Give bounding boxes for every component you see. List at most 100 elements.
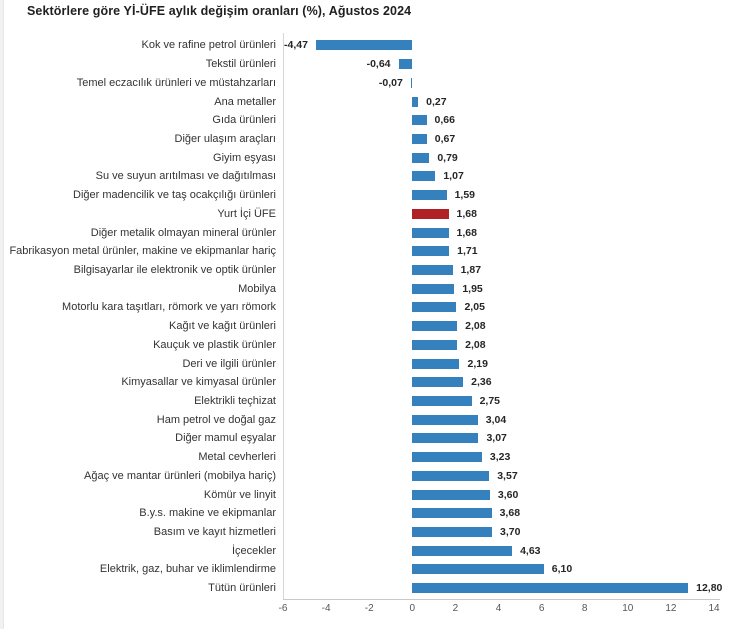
chart-bar-row: Elektrikli teçhizat 2,75 <box>0 392 750 411</box>
bar <box>412 264 453 275</box>
bar <box>412 414 478 425</box>
value-label: 1,07 <box>443 170 464 183</box>
value-label: 6,10 <box>551 563 573 576</box>
bar-highlight <box>412 208 449 219</box>
x-tick-label: 12 <box>665 603 677 614</box>
chart-bar-row: Ham petrol ve doğal gaz 3,04 <box>0 410 750 429</box>
plot-cell: 0,79 <box>283 148 750 167</box>
chart-bar-row: Ana metaller 0,27 <box>0 92 750 111</box>
chart-bar-row: Elektrik, gaz, buhar ve iklimlendirme 6,1… <box>0 560 750 579</box>
category-label: Diğer ulaşım araçları <box>174 132 276 145</box>
value-label: -4,47 <box>284 39 308 52</box>
category-label: Yurt İçi ÜFE <box>217 207 276 220</box>
category-label: Tütün ürünleri <box>208 582 276 595</box>
chart-bar-row: Diğer madencilik ve taş ocakçılığı ürünl… <box>0 186 750 205</box>
bar-chart: Kok ve rafine petrol ürünleri -4,47 Teksti… <box>0 36 750 598</box>
chart-bar-row: Kömür ve linyit 3,60 <box>0 485 750 504</box>
x-tick-label: -2 <box>364 603 374 614</box>
x-tick-label: 14 <box>708 603 720 614</box>
x-tick-label: -4 <box>321 603 331 614</box>
x-tick-label: 0 <box>409 603 416 614</box>
category-label: İçecekler <box>231 544 276 557</box>
value-label: 1,68 <box>456 207 477 220</box>
chart-bar-row: B.y.s. makine ve ekipmanlar 3,68 <box>0 504 750 523</box>
value-label: 4,63 <box>520 544 541 557</box>
x-tick-label: 4 <box>495 603 502 614</box>
category-label: Ana metaller <box>214 95 276 108</box>
category-label: Kimyasallar ve kimyasal ürünler <box>121 376 276 389</box>
chart-bar-row: İçecekler 4,63 <box>0 541 750 560</box>
category-label: Su ve suyun arıtılması ve dağıtılması <box>95 170 276 183</box>
plot-cell: 1,59 <box>283 186 750 205</box>
plot-cell: 2,19 <box>283 354 750 373</box>
value-label: 3,70 <box>500 526 521 539</box>
x-axis-line <box>283 599 720 600</box>
value-label: 1,87 <box>460 263 482 276</box>
bar <box>412 583 689 594</box>
value-label: 1,68 <box>456 226 477 239</box>
plot-cell: 3,07 <box>283 429 750 448</box>
bar <box>412 489 490 500</box>
category-label: Metal cevherleri <box>198 451 276 464</box>
bar <box>412 358 460 369</box>
value-label: 1,71 <box>457 245 478 258</box>
plot-cell: 0,66 <box>283 111 750 130</box>
value-label: 12,80 <box>696 582 723 595</box>
bar <box>412 321 458 332</box>
chart-bar-row: Temel eczacılık ürünleri ve müstahzarlar… <box>0 73 750 92</box>
category-label: Kok ve rafine petrol ürünleri <box>141 39 276 52</box>
bar <box>412 527 493 538</box>
page-edge-strip <box>0 0 4 629</box>
value-label: 2,36 <box>471 376 492 389</box>
chart-bar-row: Kağıt ve kağıt ürünleri 2,08 <box>0 317 750 336</box>
category-label: Basım ve kayıt hizmetleri <box>153 526 276 539</box>
plot-cell: -0,64 <box>283 55 750 74</box>
bar <box>412 339 458 350</box>
plot-cell: 1,07 <box>283 167 750 186</box>
value-label: 3,07 <box>486 432 507 445</box>
bar <box>412 508 492 519</box>
plot-cell: 2,08 <box>283 317 750 336</box>
chart-bar-row: Diğer ulaşım araçları 0,67 <box>0 130 750 149</box>
x-tick-label: 6 <box>538 603 545 614</box>
value-label: -0,64 <box>366 58 391 71</box>
bar <box>412 190 447 201</box>
bar <box>412 564 544 575</box>
plot-cell: 3,04 <box>283 410 750 429</box>
category-label: B.y.s. makine ve ekipmanlar <box>139 507 276 520</box>
bar <box>412 396 472 407</box>
value-label: 2,08 <box>465 338 486 351</box>
category-label: Bilgisayarlar ile elektronik ve optik ür… <box>73 263 276 276</box>
value-label: 0,27 <box>426 95 447 108</box>
chart-bar-row: Tekstil ürünleri -0,64 <box>0 55 750 74</box>
y-axis-line <box>283 33 284 600</box>
bar <box>412 452 482 463</box>
chart-bar-row: Kauçuk ve plastik ürünler 2,08 <box>0 336 750 355</box>
category-label: Ağaç ve mantar ürünleri (mobilya hariç) <box>84 469 276 482</box>
category-label: Diğer metalik olmayan mineral ürünler <box>90 226 276 239</box>
category-label: Diğer mamul eşyalar <box>175 432 276 445</box>
plot-cell: 3,23 <box>283 448 750 467</box>
plot-cell: 0,27 <box>283 92 750 111</box>
category-label: Elektrik, gaz, buhar ve iklimlendirme <box>99 563 276 576</box>
chart-bar-row: Bilgisayarlar ile elektronik ve optik ür… <box>0 261 750 280</box>
chart-bar-row: Su ve suyun arıtılması ve dağıtılması 1,0… <box>0 167 750 186</box>
value-label: 1,95 <box>462 282 483 295</box>
chart-bar-row: Ağaç ve mantar ürünleri (mobilya hariç) 3… <box>0 467 750 486</box>
chart-bar-row: Tütün ürünleri 12,80 <box>0 579 750 598</box>
chart-bar-row: Yurt İçi ÜFE 1,68 <box>0 204 750 223</box>
category-label: Fabrikasyon metal ürünler, makine ve eki… <box>9 245 276 258</box>
bar <box>412 246 450 257</box>
x-tick-label: -6 <box>278 603 288 614</box>
category-label: Mobilya <box>238 282 276 295</box>
value-label: 1,59 <box>454 189 475 202</box>
category-label: Kömür ve linyit <box>203 488 276 501</box>
bar <box>412 133 427 144</box>
plot-cell: 2,08 <box>283 336 750 355</box>
value-label: 3,23 <box>489 451 511 464</box>
chart-bar-row: Deri ve ilgili ürünler 2,19 <box>0 354 750 373</box>
category-label: Deri ve ilgili ürünler <box>182 357 276 370</box>
category-label: Elektrikli teçhizat <box>194 395 276 408</box>
x-tick-label: 2 <box>452 603 459 614</box>
plot-cell: 12,80 <box>283 579 750 598</box>
